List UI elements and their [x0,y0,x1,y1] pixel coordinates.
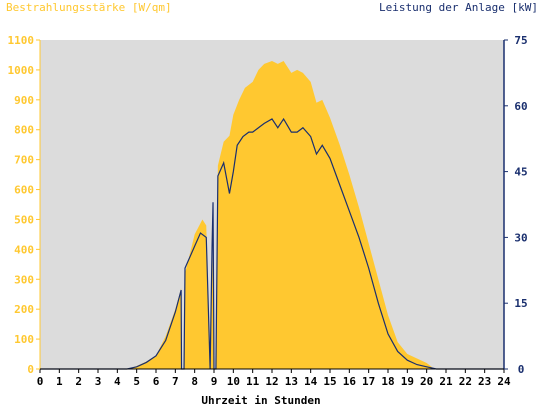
x-tick-label: 3 [95,375,102,388]
y-left-tick-label: 1100 [8,34,35,47]
y-left-tick-label: 500 [14,213,34,226]
y-left-tick-label: 700 [14,154,34,167]
left-axis-title: Bestrahlungsstärke [W/qm] [6,1,172,14]
x-tick-label: 17 [362,375,375,388]
y-right-tick-label: 60 [514,100,527,113]
y-left-tick-label: 300 [14,273,34,286]
y-right-tick-label: 15 [514,297,527,310]
x-tick-label: 8 [191,375,198,388]
x-tick-label: 9 [211,375,218,388]
y-right-tick-label: 45 [514,166,527,179]
x-tick-label: 7 [172,375,179,388]
y-left-tick-label: 900 [14,94,34,107]
y-left-tick-label: 400 [14,243,34,256]
x-tick-label: 21 [439,375,453,388]
x-tick-label: 11 [246,375,260,388]
irradiance-area [40,60,504,369]
x-tick-label: 6 [153,375,160,388]
x-tick-label: 2 [75,375,82,388]
y-left-tick-label: 1000 [8,64,35,77]
y-left-tick-label: 0 [27,363,34,376]
x-tick-label: 19 [401,375,414,388]
x-tick-label: 22 [459,375,472,388]
y-left-tick-labels: 0 100 200 300 400 500 600 700 800 900 1000 1100 [8,34,40,376]
y-right-tick-label: 30 [514,231,527,244]
x-tick-label: 13 [285,375,298,388]
y-left-tick-label: 200 [14,303,34,316]
x-tick-label: 16 [343,375,357,388]
x-tick-label: 18 [381,375,394,388]
y-left-tick-label: 800 [14,124,34,137]
x-tick-label: 0 [37,375,44,388]
x-tick-label: 20 [420,375,433,388]
y-right-tick-label: 0 [518,363,525,376]
y-left-tick-label: 100 [14,333,34,346]
x-tick-label: 12 [265,375,278,388]
y-left-tick-label: 600 [14,184,34,197]
x-tick-labels: 0 1 2 3 4 5 6 7 8 9 10 11 12 13 14 15 16 17 18 19 20 21 22 23 24 [37,369,511,388]
x-axis-title: Uhrzeit in Stunden [201,394,320,407]
y-right-tick-label: 75 [514,34,527,47]
right-axis-title: Leistung der Anlage [kW] [379,1,538,14]
y-right-tick-labels: 0 15 30 45 60 75 [504,34,528,376]
x-tick-label: 4 [114,375,121,388]
x-tick-label: 1 [56,375,63,388]
x-tick-label: 5 [133,375,140,388]
x-tick-label: 24 [497,375,511,388]
x-tick-label: 10 [227,375,240,388]
x-tick-label: 23 [478,375,491,388]
x-tick-label: 14 [304,375,318,388]
x-tick-label: 15 [323,375,336,388]
irradiance-area-group [40,60,504,369]
